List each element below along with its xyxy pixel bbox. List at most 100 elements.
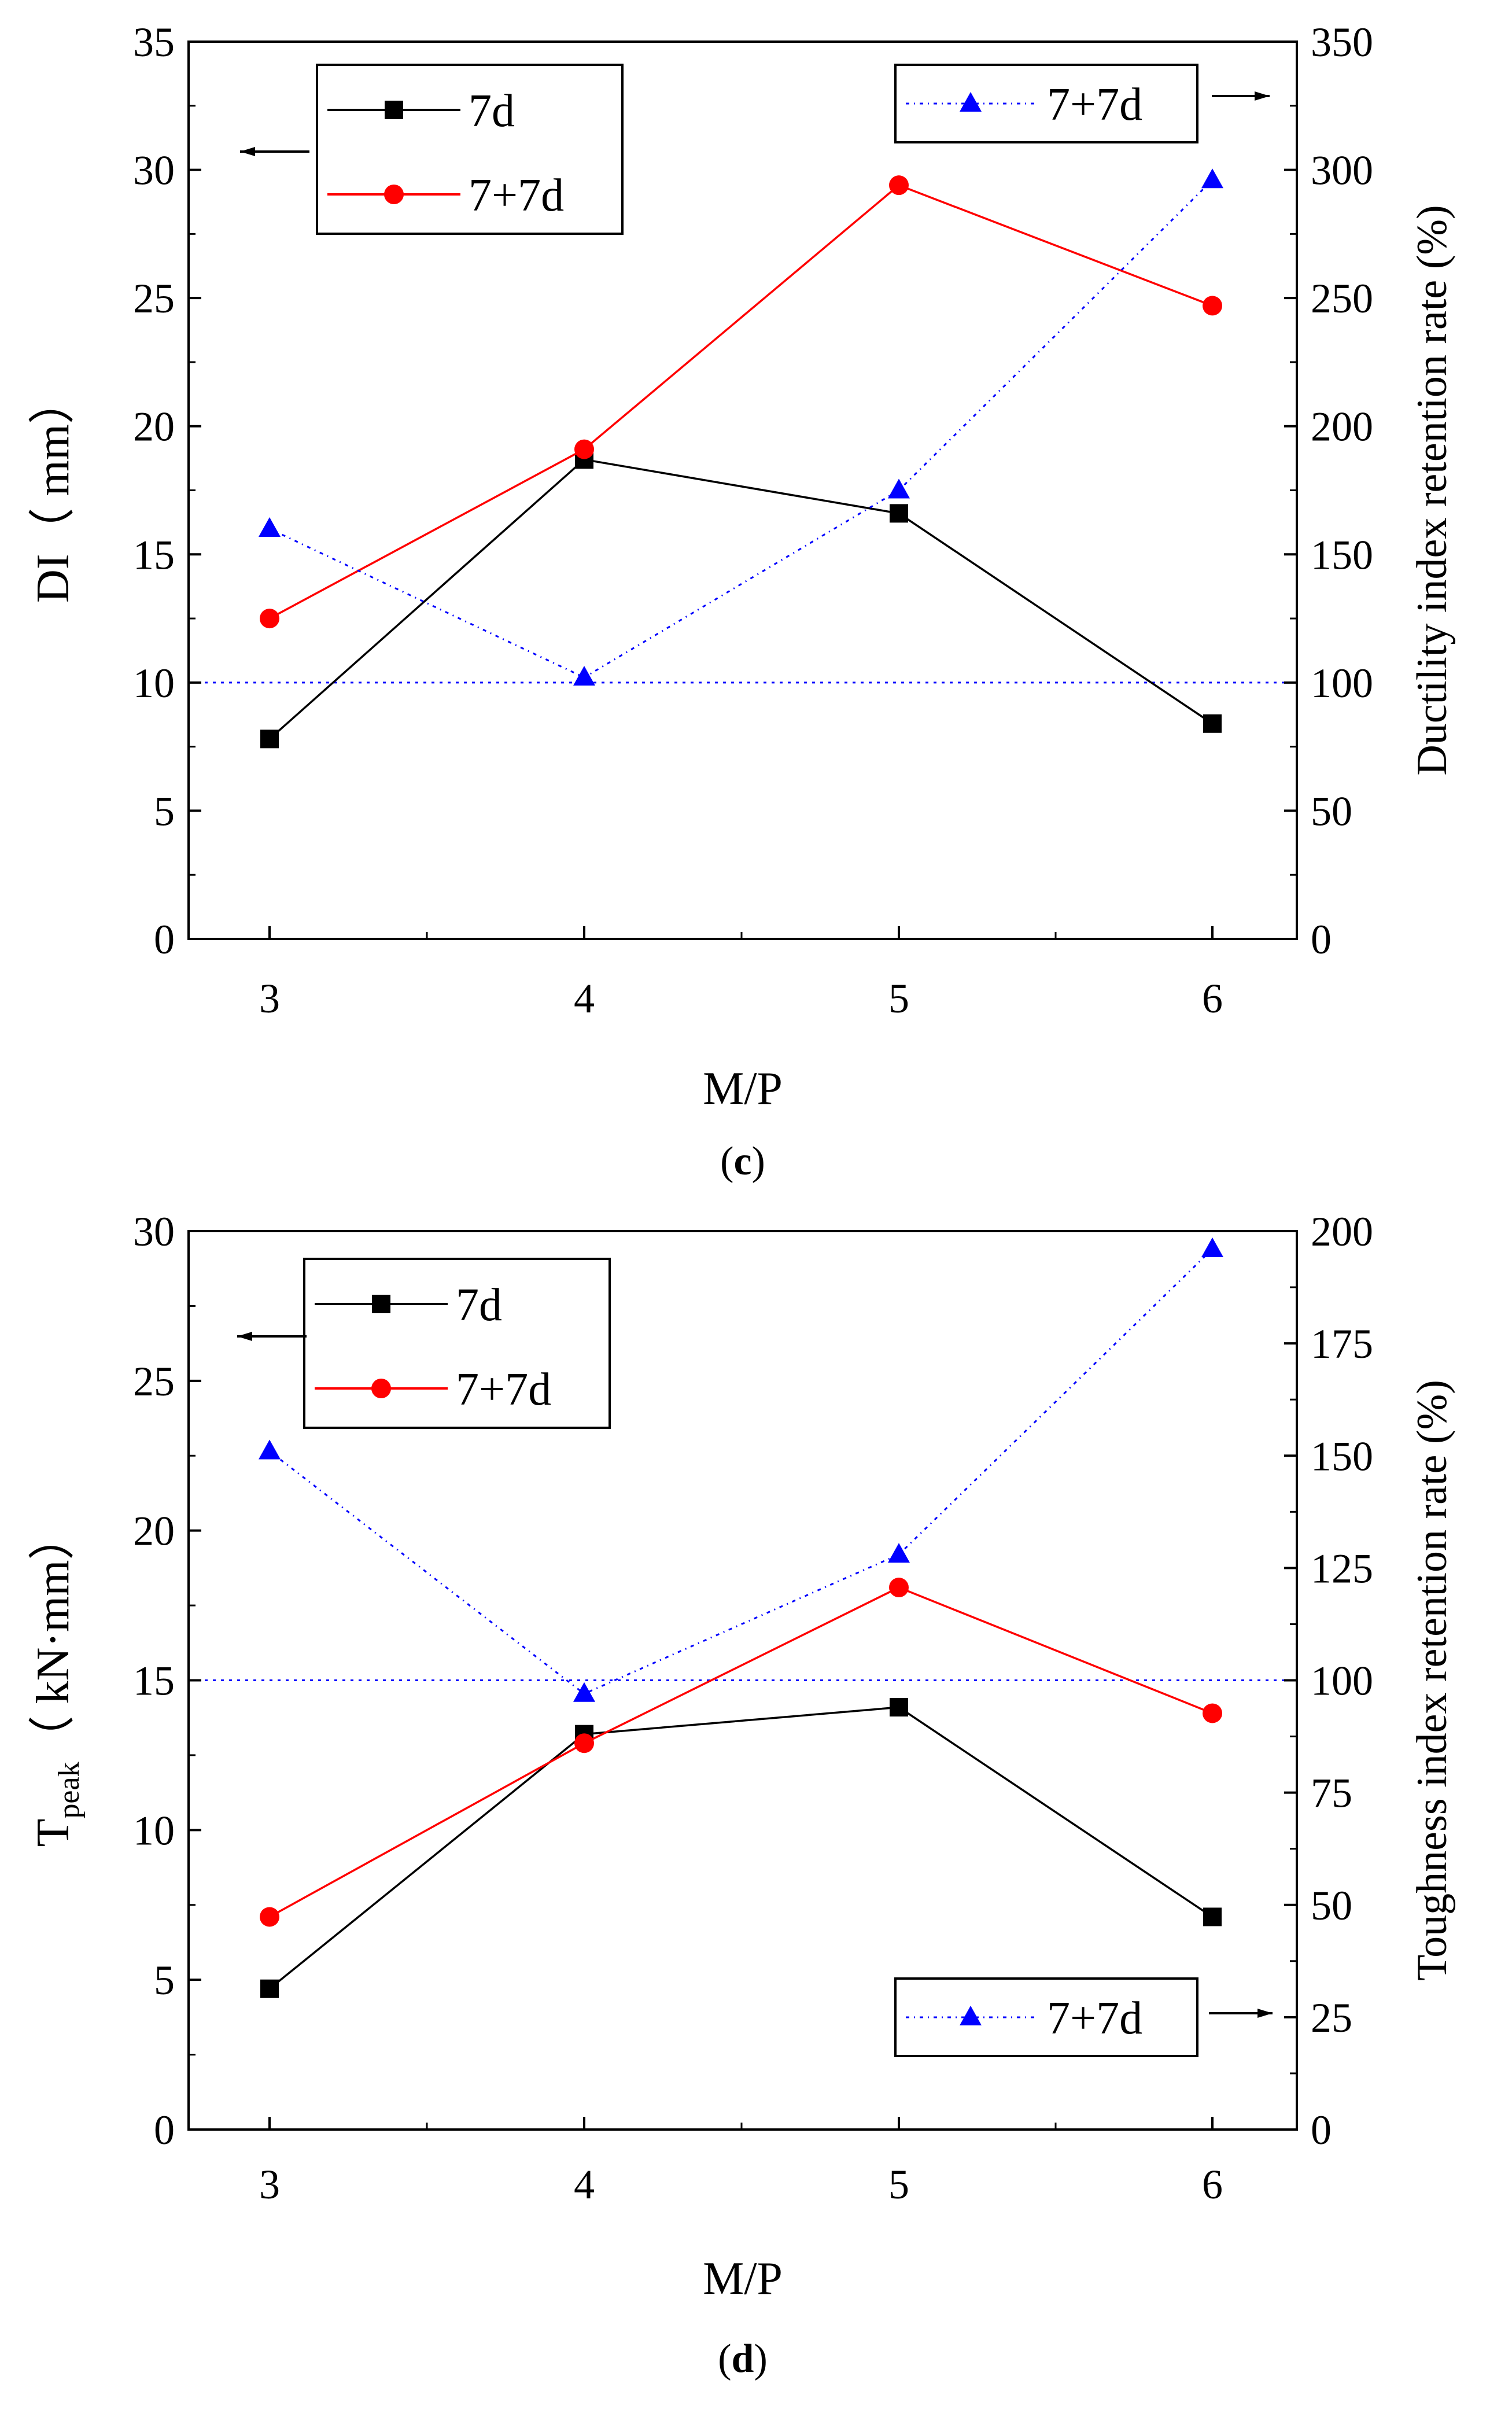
legend-left-marker [372, 1295, 390, 1313]
x-tick-label: 6 [1202, 975, 1223, 1022]
y-tick-label-right: 125 [1311, 1545, 1373, 1592]
y-tick-label-right: 100 [1311, 1658, 1373, 1704]
data-point-circle-6 [1203, 296, 1222, 316]
data-point-triangle-3 [259, 517, 281, 537]
x-tick-label: 3 [259, 2161, 280, 2208]
y-tick-label-left: 30 [133, 1209, 175, 1255]
x-tick-label: 5 [888, 975, 909, 1022]
data-point-circle-5 [889, 1578, 909, 1598]
y-tick-label-left: 20 [133, 1508, 175, 1554]
data-point-circle-3 [260, 1907, 279, 1927]
data-point-triangle-5 [888, 478, 910, 499]
panel-caption-close: ) [752, 1139, 765, 1184]
data-point-triangle-5 [888, 1543, 910, 1563]
y-axis-label-right: Ductility index retention rate (%) [1408, 205, 1456, 775]
data-point-circle-5 [889, 175, 909, 196]
data-point-triangle-4 [573, 665, 595, 686]
legend-left-label: 7+7d [469, 170, 564, 221]
y-tick-label-right: 300 [1311, 148, 1373, 194]
y-tick-label-left: 5 [154, 1957, 175, 2003]
panel-caption-letter: d [732, 2337, 754, 2381]
y-tick-label-right: 75 [1311, 1770, 1352, 1817]
y-axis-label-right: Toughness index retention rate (%) [1408, 1380, 1456, 1981]
panel-caption-open: ( [720, 1139, 733, 1184]
y-axis-label-main: T [28, 1819, 79, 1847]
series-line-circle [269, 1586, 1213, 1918]
x-axis-label: M/P [703, 2253, 783, 2304]
panel-caption-letter: c [733, 1139, 751, 1184]
legend-left-box [316, 64, 624, 235]
panel-caption: (d) [718, 2337, 768, 2381]
data-point-circle-6 [1203, 1703, 1222, 1723]
data-point-square-5 [890, 1698, 908, 1717]
y-tick-label-left: 0 [154, 2107, 175, 2153]
data-point-square-3 [260, 1979, 279, 1998]
legend-right-box [894, 64, 1198, 143]
y-tick-label-left: 15 [133, 532, 175, 578]
legend-right-label: 7+7d [1047, 1993, 1142, 2044]
chart-panel-d: 0 5 10 15 20 25 30 0 25 50 75 100 125 150 175 200 3 4 5 6 M/… [28, 1209, 1456, 2381]
legend-right-marker [960, 2006, 982, 2025]
x-axis-label: M/P [703, 1063, 783, 1114]
y-tick-label-left: 10 [133, 660, 175, 706]
panel-caption-close: ) [754, 2337, 767, 2381]
panel-caption-open: ( [718, 2337, 731, 2381]
y-axis-label-subscript: peak [53, 1762, 86, 1818]
data-point-triangle-3 [259, 1439, 281, 1460]
series-line-square [268, 1706, 1213, 1990]
y-tick-label-right: 150 [1311, 1433, 1373, 1479]
x-tick-label: 3 [259, 975, 280, 1022]
y-tick-label-right: 50 [1311, 1882, 1352, 1929]
legend-left-label: 7d [456, 1280, 502, 1331]
y-tick-label-left: 20 [133, 404, 175, 450]
y-tick-label-right: 150 [1311, 532, 1373, 578]
y-tick-label-left: 15 [133, 1658, 175, 1704]
data-point-circle-3 [260, 609, 279, 629]
y-tick-label-right: 0 [1311, 2107, 1332, 2153]
data-point-triangle-4 [573, 1682, 595, 1702]
y-axis-label-units: （ kN·mm） [28, 1514, 79, 1762]
y-tick-label-left: 35 [133, 19, 175, 65]
series-line-triangle [269, 179, 1214, 679]
y-tick-label-left: 10 [133, 1807, 175, 1854]
legend-right-marker [960, 92, 982, 112]
y-tick-label-right: 250 [1311, 275, 1373, 322]
legend-left-marker [371, 1379, 391, 1398]
data-point-triangle-6 [1201, 168, 1223, 189]
legend-left-box [303, 1258, 611, 1429]
data-point-circle-4 [574, 1733, 594, 1753]
legend-left-axis-arrow-head [237, 1332, 252, 1341]
data-point-square-3 [260, 730, 279, 749]
x-tick-label: 4 [574, 2161, 595, 2208]
y-tick-label-left: 0 [154, 916, 175, 963]
y-axis-label-left: DI（ mm） [28, 378, 79, 603]
y-tick-label-right: 350 [1311, 19, 1373, 65]
y-tick-label-right: 200 [1311, 404, 1373, 450]
y-tick-label-left: 25 [133, 275, 175, 322]
y-tick-label-left: 25 [133, 1358, 175, 1405]
series-line-square [268, 458, 1213, 740]
y-tick-label-right: 200 [1311, 1209, 1373, 1255]
legend-right-axis-arrow-head [1257, 2009, 1273, 2018]
y-tick-label-right: 175 [1311, 1321, 1373, 1367]
data-point-square-6 [1203, 1907, 1222, 1926]
y-axis-label-left: Tpeak（ kN·mm） [28, 1514, 86, 1847]
legend-left-marker [384, 185, 404, 204]
legend-left-label: 7d [469, 86, 515, 137]
y-tick-label-right: 100 [1311, 660, 1373, 706]
legend-left-label: 7+7d [456, 1364, 551, 1415]
panel-caption: (c) [720, 1139, 765, 1184]
data-point-square-6 [1203, 714, 1222, 733]
legend-right-label: 7+7d [1047, 79, 1142, 130]
legend-right-box [894, 1977, 1198, 2057]
y-tick-label-left: 30 [133, 148, 175, 194]
data-point-square-5 [890, 504, 908, 523]
y-tick-label-right: 50 [1311, 788, 1352, 834]
x-tick-label: 6 [1202, 2161, 1223, 2208]
x-tick-label: 5 [888, 2161, 909, 2208]
x-tick-label: 4 [574, 975, 595, 1022]
series-line-circle [269, 184, 1213, 620]
legend-left-axis-arrow-head [240, 147, 255, 156]
